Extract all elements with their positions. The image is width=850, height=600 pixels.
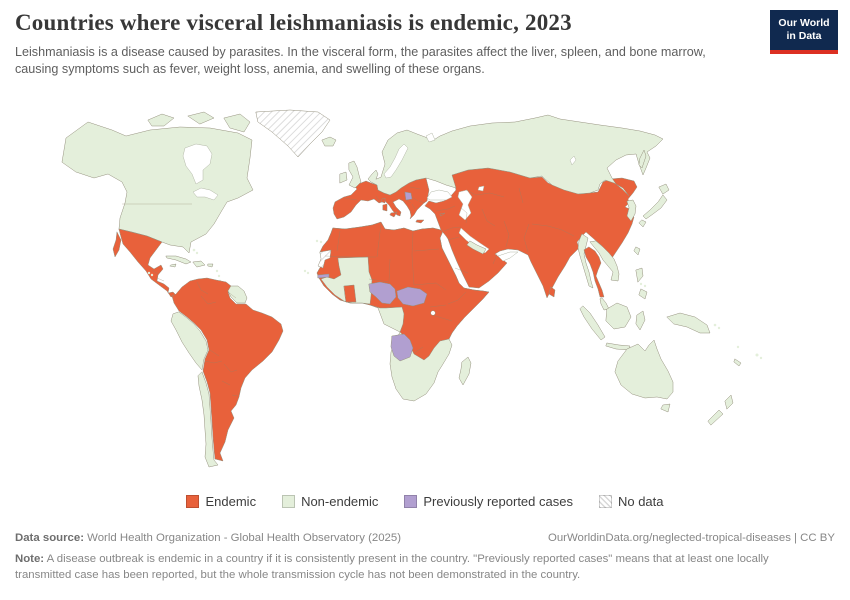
baltic-sea <box>383 143 409 179</box>
region-sakhalin[interactable] <box>638 149 647 169</box>
chart-subtitle: Leishmaniasis is a disease caused by par… <box>15 45 706 76</box>
legend-label-non-endemic: Non-endemic <box>301 494 379 509</box>
region-chile[interactable] <box>197 371 219 468</box>
region-cape-verde[interactable] <box>303 269 310 275</box>
footnote: Note: A disease outbreak is endemic in a… <box>15 552 775 583</box>
region-ireland[interactable] <box>339 171 348 184</box>
country-borders <box>122 186 575 397</box>
legend-item-non-endemic[interactable]: Non-endemic <box>282 494 378 509</box>
region-south-america-endemic[interactable] <box>171 277 284 462</box>
region-new-guinea[interactable] <box>666 312 711 334</box>
owid-logo-line2: in Data <box>786 30 822 42</box>
region-central-african-republic[interactable] <box>396 286 428 307</box>
legend-swatch-previously-reported <box>404 495 418 508</box>
region-serbia[interactable] <box>404 191 413 201</box>
region-myanmar[interactable] <box>577 233 594 289</box>
region-mexico-central-america[interactable] <box>118 228 177 298</box>
lake-baikal <box>569 155 577 166</box>
chart-header: Countries where visceral leishmaniasis i… <box>15 10 755 77</box>
region-northern-eurasia[interactable] <box>367 114 664 197</box>
region-japan[interactable] <box>638 183 670 228</box>
region-canary-islands[interactable] <box>315 239 323 244</box>
region-indochina[interactable] <box>589 240 620 282</box>
region-hispaniola[interactable] <box>192 260 206 268</box>
region-western-sahara[interactable] <box>317 249 332 269</box>
region-pacific-islands[interactable] <box>713 323 763 367</box>
region-gambia[interactable] <box>317 273 330 279</box>
black-sea <box>426 189 453 201</box>
region-australia[interactable] <box>614 339 674 400</box>
region-uk[interactable] <box>348 160 362 189</box>
region-bahamas[interactable] <box>192 248 199 255</box>
region-indonesia[interactable] <box>579 302 646 351</box>
caspian-sea <box>457 189 473 221</box>
aral-sea <box>477 185 485 192</box>
region-tasmania[interactable] <box>660 403 671 413</box>
owid-credit-link[interactable]: OurWorldinData.org/neglected-tropical-di… <box>547 532 835 544</box>
region-north-america[interactable] <box>61 121 254 254</box>
legend-label-no-data: No data <box>617 494 664 509</box>
region-madagascar[interactable] <box>458 356 472 386</box>
legend-item-no-data[interactable]: No data <box>598 494 664 509</box>
lake-victoria <box>430 310 436 316</box>
region-arctic-islands[interactable] <box>147 111 251 133</box>
region-mediterranean-islands[interactable] <box>381 197 446 224</box>
legend-swatch-no-data <box>598 495 612 508</box>
data-source-label: Data source: <box>15 532 85 544</box>
legend-item-previously-reported[interactable]: Previously reported cases <box>404 494 573 509</box>
legend-label-endemic: Endemic <box>205 494 257 509</box>
region-jamaica[interactable] <box>169 263 177 268</box>
region-galapagos[interactable] <box>147 271 154 277</box>
region-malay-peninsula[interactable] <box>599 297 610 311</box>
region-greenland[interactable] <box>255 109 331 158</box>
region-cuba[interactable] <box>165 255 192 265</box>
footnote-label: Note: <box>15 552 45 565</box>
region-new-zealand[interactable] <box>707 394 734 426</box>
owid-logo-line1: Our World <box>778 16 830 29</box>
region-taiwan[interactable] <box>633 246 641 256</box>
world-map <box>0 100 850 488</box>
region-philippines[interactable] <box>635 267 648 300</box>
legend-swatch-endemic <box>186 495 200 508</box>
hudson-bay <box>182 143 213 185</box>
region-ecuador-peru[interactable] <box>170 311 209 371</box>
region-angola[interactable] <box>390 333 414 362</box>
footnote-value: A disease outbreak is endemic in a count… <box>15 552 769 581</box>
owid-logo[interactable]: Our World in Data <box>770 10 838 54</box>
map-legend: Endemic Non-endemic Previously reported … <box>0 494 850 509</box>
region-puerto-rico[interactable] <box>207 263 214 268</box>
legend-label-previously-reported: Previously reported cases <box>423 494 573 509</box>
gulf-of-oman <box>497 251 519 262</box>
great-lakes <box>192 187 219 201</box>
region-thailand[interactable] <box>583 246 605 298</box>
region-sri-lanka[interactable] <box>548 286 556 298</box>
data-source-value: World Health Organization - Global Healt… <box>84 532 401 544</box>
region-west-africa[interactable] <box>320 256 373 305</box>
legend-item-endemic[interactable]: Endemic <box>186 494 256 509</box>
region-qatar-uae[interactable] <box>466 240 487 255</box>
white-sea <box>425 132 436 143</box>
region-nigeria[interactable] <box>368 281 397 305</box>
legend-swatch-non-endemic <box>282 495 296 508</box>
region-korea[interactable] <box>626 199 637 222</box>
region-baja-california[interactable] <box>112 231 122 258</box>
region-ghana[interactable] <box>343 284 357 303</box>
chart-footer: Data source: World Health Organization -… <box>15 531 835 583</box>
region-iceland[interactable] <box>321 136 337 147</box>
page-title: Countries where visceral leishmaniasis i… <box>15 10 572 35</box>
data-source: Data source: World Health Organization -… <box>15 531 401 547</box>
